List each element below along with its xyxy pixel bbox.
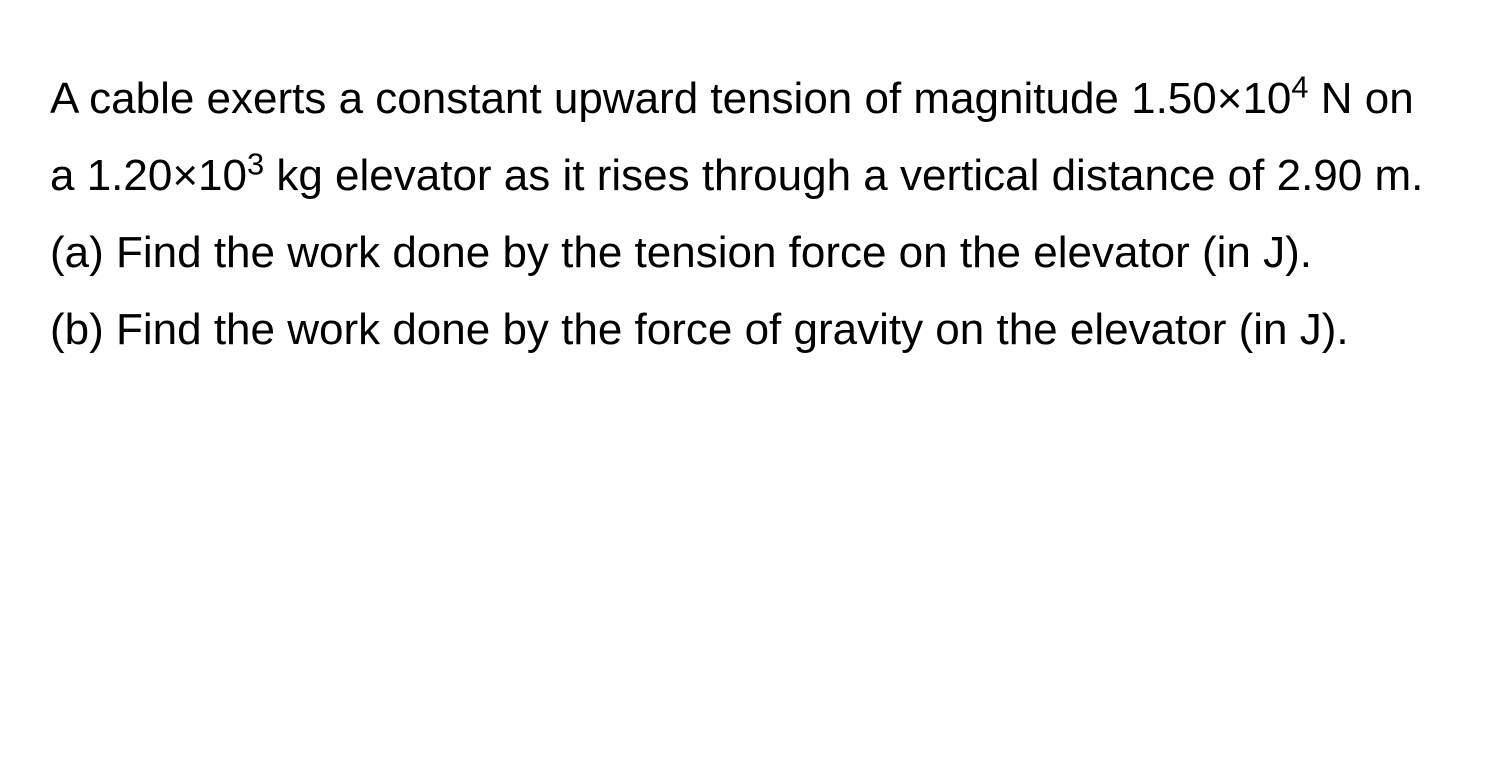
problem-part-a: (a) Find the work done by the tension fo… — [50, 228, 1312, 277]
problem-part-b: (b) Find the work done by the force of g… — [50, 305, 1349, 354]
exponent-1: 4 — [1291, 69, 1308, 104]
intro-text-3: kg elevator as it rises through a vertic… — [264, 151, 1423, 200]
problem-intro: A cable exerts a constant upward tension… — [50, 74, 1423, 200]
exponent-2: 3 — [247, 146, 264, 181]
intro-text-1: A cable exerts a constant upward tension… — [50, 74, 1291, 123]
problem-container: A cable exerts a constant upward tension… — [50, 60, 1450, 368]
